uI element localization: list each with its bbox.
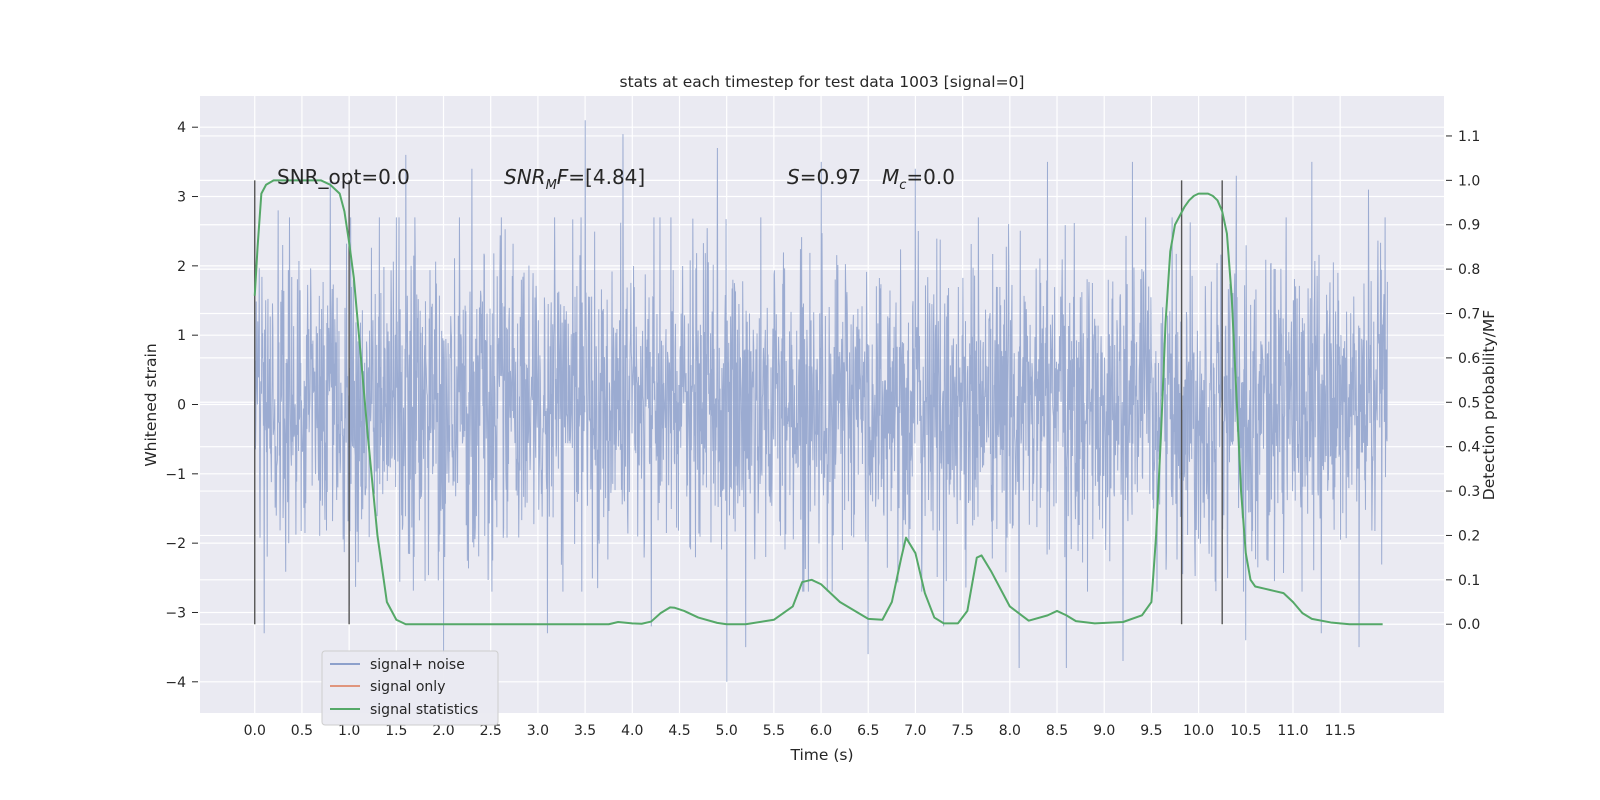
y-right-tick-label: 0.6 [1458,351,1480,367]
x-tick-label: 5.5 [763,723,785,739]
x-tick-label: 1.5 [385,723,407,739]
x-axis-ticks: 0.0 0.5 1.0 1.5 2.0 2.5 3.0 3.5 4.0 4.5 5.0 5.5 6.0 6… [244,723,1356,739]
legend: signal+ noise signal only signal statist… [321,650,499,726]
legend-label-statistics: signal statistics [370,702,478,718]
annotation-snr-opt: SNR_opt=0.0 [277,165,410,189]
y-left-axis-ticks: 4 3 2 1 0 −1 −2 −3 −4 [165,120,198,691]
y-right-axis-label: Detection probability/MF [1480,310,1498,501]
x-tick-label: 5.0 [716,723,738,739]
y-right-tick-label: 0.8 [1458,262,1480,278]
y-left-tick-label: 4 [177,120,186,136]
y-right-tick-label: 0.2 [1458,528,1480,544]
x-tick-label: 0.5 [291,723,313,739]
legend-label-signal-only: signal only [370,679,445,695]
x-tick-label: 9.0 [1093,723,1115,739]
annotation-mc-value: =0.0 [906,165,955,189]
x-tick-label: 6.5 [857,723,879,739]
y-left-tick-label: 2 [177,259,186,275]
x-tick-label: 3.5 [574,723,596,739]
y-left-axis-label: Whitened strain [142,343,160,466]
noise-line [254,120,1388,682]
y-right-tick-label: 1.1 [1458,129,1480,145]
y-right-tick-label: 0.9 [1458,218,1480,234]
x-tick-label: 7.5 [952,723,974,739]
y-right-tick-label: 0.0 [1458,617,1480,633]
x-tick-label: 9.5 [1140,723,1162,739]
x-tick-label: 8.0 [999,723,1021,739]
legend-label-noise: signal+ noise [370,657,465,673]
annotation-s-value: =0.97 [800,165,861,189]
chart-title: stats at each timestep for test data 100… [620,73,1025,91]
annotation-mc: Mc=0.0 [882,165,955,193]
x-tick-label: 4.0 [621,723,643,739]
x-tick-label: 11.0 [1277,723,1308,739]
y-right-tick-label: 0.7 [1458,307,1480,323]
y-right-tick-label: 0.1 [1458,573,1480,589]
y-left-tick-label: 3 [177,190,186,206]
x-tick-label: 4.5 [668,723,690,739]
y-left-tick-label: 0 [177,398,186,414]
x-tick-label: 8.5 [1046,723,1068,739]
annotation-snr-mf-value: =[4.84] [568,165,645,189]
x-tick-label: 2.0 [432,723,454,739]
y-left-tick-label: −1 [165,467,186,483]
x-tick-label: 2.5 [480,723,502,739]
signal-noise-series [254,120,1388,682]
x-tick-label: 6.0 [810,723,832,739]
y-right-tick-label: 0.4 [1458,440,1480,456]
x-tick-label: 11.5 [1325,723,1356,739]
annotation-snr-mf: SNRMF=[4.84] [504,165,645,193]
x-tick-label: 10.5 [1230,723,1261,739]
y-right-tick-label: 0.5 [1458,395,1480,411]
y-left-tick-label: 1 [177,328,186,344]
y-right-tick-label: 1.0 [1458,173,1480,189]
y-right-axis-ticks: 1.1 1.0 0.9 0.8 0.7 0.6 0.5 0.4 0.3 0.2 0.1 0.0 [1446,129,1480,633]
x-tick-label: 10.0 [1183,723,1214,739]
y-right-tick-label: 0.3 [1458,484,1480,500]
y-left-tick-label: −2 [165,536,186,552]
vertical-markers [254,180,1223,625]
x-axis-label: Time (s) [789,746,853,764]
x-tick-label: 1.0 [338,723,360,739]
x-tick-label: 0.0 [244,723,266,739]
y-left-tick-label: −4 [165,675,186,691]
statistics-line [253,179,1383,626]
x-tick-label: 3.0 [527,723,549,739]
x-tick-label: 7.0 [904,723,926,739]
annotation-s: S=0.97 [787,165,861,189]
legend-box [321,650,499,726]
signal-statistics-series [253,179,1383,626]
y-left-tick-label: −3 [165,605,186,621]
